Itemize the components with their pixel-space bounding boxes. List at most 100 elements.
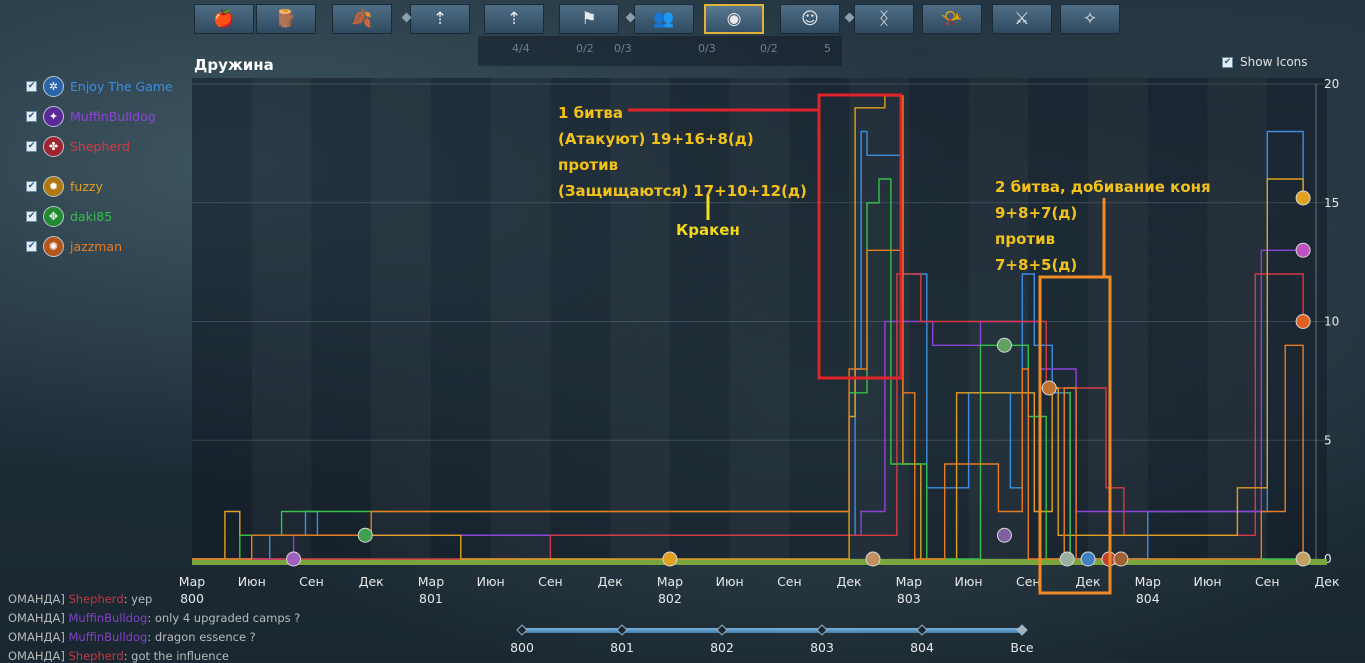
legend-player-name: fuzzy — [70, 178, 103, 194]
warband-tab[interactable]: ◉ — [704, 4, 764, 34]
legend-item-jazzman[interactable]: ✔ ✺ jazzman — [26, 235, 123, 257]
plot-band — [371, 78, 431, 559]
subbar-count: 0/3 — [614, 42, 632, 55]
rune-tab[interactable]: ᛝ — [854, 4, 914, 34]
event-marker-icon — [1113, 551, 1129, 567]
horn-tab[interactable]: 📯 — [922, 4, 982, 34]
legend-item-shepherd[interactable]: ✔ ✤ Shepherd — [26, 135, 130, 157]
population-tab-icon: 👥 — [653, 8, 675, 29]
timeline-label[interactable]: Все — [1010, 640, 1034, 655]
subbar-count: 0/2 — [760, 42, 778, 55]
chat-message: ОМАНДА] MuffinBulldog: dragon essence ? — [8, 630, 256, 644]
subbar-count: 0/2 — [576, 42, 594, 55]
camps-tab-icon: ⚑ — [581, 8, 597, 29]
timeline-node-Все[interactable] — [1016, 624, 1028, 636]
plot-band — [730, 78, 790, 559]
legend-player-name: Shepherd — [70, 138, 130, 154]
wood-tab-icon: 🪵 — [275, 8, 297, 29]
x-month-label: Июн — [238, 574, 266, 589]
rune-tab-icon: ᛝ — [878, 8, 890, 29]
resource-tab-icon: 🍂 — [351, 8, 373, 29]
chat-message: ОМАНДА] MuffinBulldog: only 4 upgraded c… — [8, 611, 300, 625]
timeline-bar — [522, 628, 1022, 633]
legend-checkbox[interactable]: ✔ — [26, 240, 37, 252]
show-icons-label: Show Icons — [1240, 55, 1308, 69]
timeline-label[interactable]: 804 — [910, 640, 934, 655]
happiness-tab[interactable]: ☺ — [780, 4, 840, 34]
legend-item-daki85[interactable]: ✔ ✥ daki85 — [26, 205, 113, 227]
show-icons-checkbox[interactable]: ✔ — [1222, 56, 1233, 68]
legend-checkbox[interactable]: ✔ — [26, 110, 37, 122]
x-month-label: Мар — [896, 574, 922, 589]
chat-prefix: ОМАНДА] — [8, 630, 69, 644]
legend-item-fuzzy[interactable]: ✔ ✹ fuzzy — [26, 175, 103, 197]
legend-player-name: MuffinBulldog — [70, 108, 156, 124]
x-year-label: 801 — [419, 591, 443, 606]
wood-tab[interactable]: 🪵 — [256, 4, 316, 34]
timeline-node-800[interactable] — [516, 624, 528, 636]
plot-band — [1208, 78, 1268, 559]
x-month-label: Дек — [837, 574, 862, 589]
x-month-label: Сен — [538, 574, 563, 589]
chat-sender: Shepherd — [68, 649, 124, 663]
timeline-label[interactable]: 801 — [610, 640, 634, 655]
food-tab[interactable]: 🍎 — [194, 4, 254, 34]
show-icons-toggle[interactable]: ✔ Show Icons — [1222, 55, 1308, 69]
chat-sender: Shepherd — [68, 592, 124, 606]
legend-checkbox[interactable]: ✔ — [26, 210, 37, 222]
subbar-count: 5 — [824, 42, 831, 55]
extra-tab-icon: ✧ — [1082, 8, 1098, 29]
warband-tab-icon: ◉ — [726, 8, 742, 29]
battle1-annotation: против — [558, 156, 618, 174]
upgrade-tab[interactable]: ⇡ — [410, 4, 470, 34]
chat-prefix: ОМАНДА] — [8, 611, 69, 625]
happiness-tab-icon: ☺ — [801, 8, 819, 29]
legend-item-muffinbulldog[interactable]: ✔ ✦ MuffinBulldog — [26, 105, 156, 127]
player-avatar-icon: ✹ — [43, 175, 64, 197]
legend-checkbox[interactable]: ✔ — [26, 140, 37, 152]
resource-tab[interactable]: 🍂 — [332, 4, 392, 34]
battle2-annotation: против — [995, 230, 1055, 248]
plot-band — [610, 78, 670, 559]
x-month-label: Июн — [955, 574, 983, 589]
x-month-label: Сен — [1255, 574, 1280, 589]
battle-tab[interactable]: ⚔ — [992, 4, 1052, 34]
legend-player-name: Enjoy The Game — [70, 78, 173, 94]
timeline-label[interactable]: 803 — [810, 640, 834, 655]
player-avatar-icon: ✺ — [43, 235, 64, 257]
battle1-annotation: 1 битва — [558, 104, 623, 122]
timeline-label[interactable]: 802 — [710, 640, 734, 655]
plot-area — [192, 78, 1327, 559]
legend-player-name: daki85 — [70, 208, 113, 224]
timeline-node-801[interactable] — [616, 624, 628, 636]
chat-sender: MuffinBulldog — [68, 630, 148, 644]
timeline-node-803[interactable] — [816, 624, 828, 636]
population-tab[interactable]: 👥 — [634, 4, 694, 34]
legend-item-enjoy-the-game[interactable]: ✔ ✲ Enjoy The Game — [26, 75, 173, 97]
x-month-label: Дек — [359, 574, 384, 589]
x-month-label: Июн — [477, 574, 505, 589]
chat-sender: MuffinBulldog — [68, 611, 148, 625]
timeline-label[interactable]: 800 — [510, 640, 534, 655]
y-tick-label: 0 — [1324, 552, 1332, 566]
x-month-label: Сен — [777, 574, 802, 589]
kraken-annotation: Кракен — [676, 221, 740, 239]
battle2-annotation: 7+8+5(д) — [995, 256, 1077, 274]
x-month-label: Июн — [716, 574, 744, 589]
x-month-label: Июн — [1194, 574, 1222, 589]
legend-checkbox[interactable]: ✔ — [26, 180, 37, 192]
extra-tab[interactable]: ✧ — [1060, 4, 1120, 34]
legend-player-name: jazzman — [70, 238, 123, 254]
timeline-node-802[interactable] — [716, 624, 728, 636]
legend-checkbox[interactable]: ✔ — [26, 80, 37, 92]
battle1-highlight-box — [817, 93, 903, 380]
x-month-label: Мар — [1135, 574, 1161, 589]
camps-tab[interactable]: ⚑ — [559, 4, 619, 34]
battle2-annotation: 9+8+7(д) — [995, 204, 1077, 222]
year-timeline[interactable] — [516, 624, 1028, 638]
timeline-node-804[interactable] — [916, 624, 928, 636]
event-marker-icon — [357, 527, 373, 543]
x-year-label: 803 — [897, 591, 921, 606]
upgrade-units-tab[interactable]: ⇡ — [484, 4, 544, 34]
